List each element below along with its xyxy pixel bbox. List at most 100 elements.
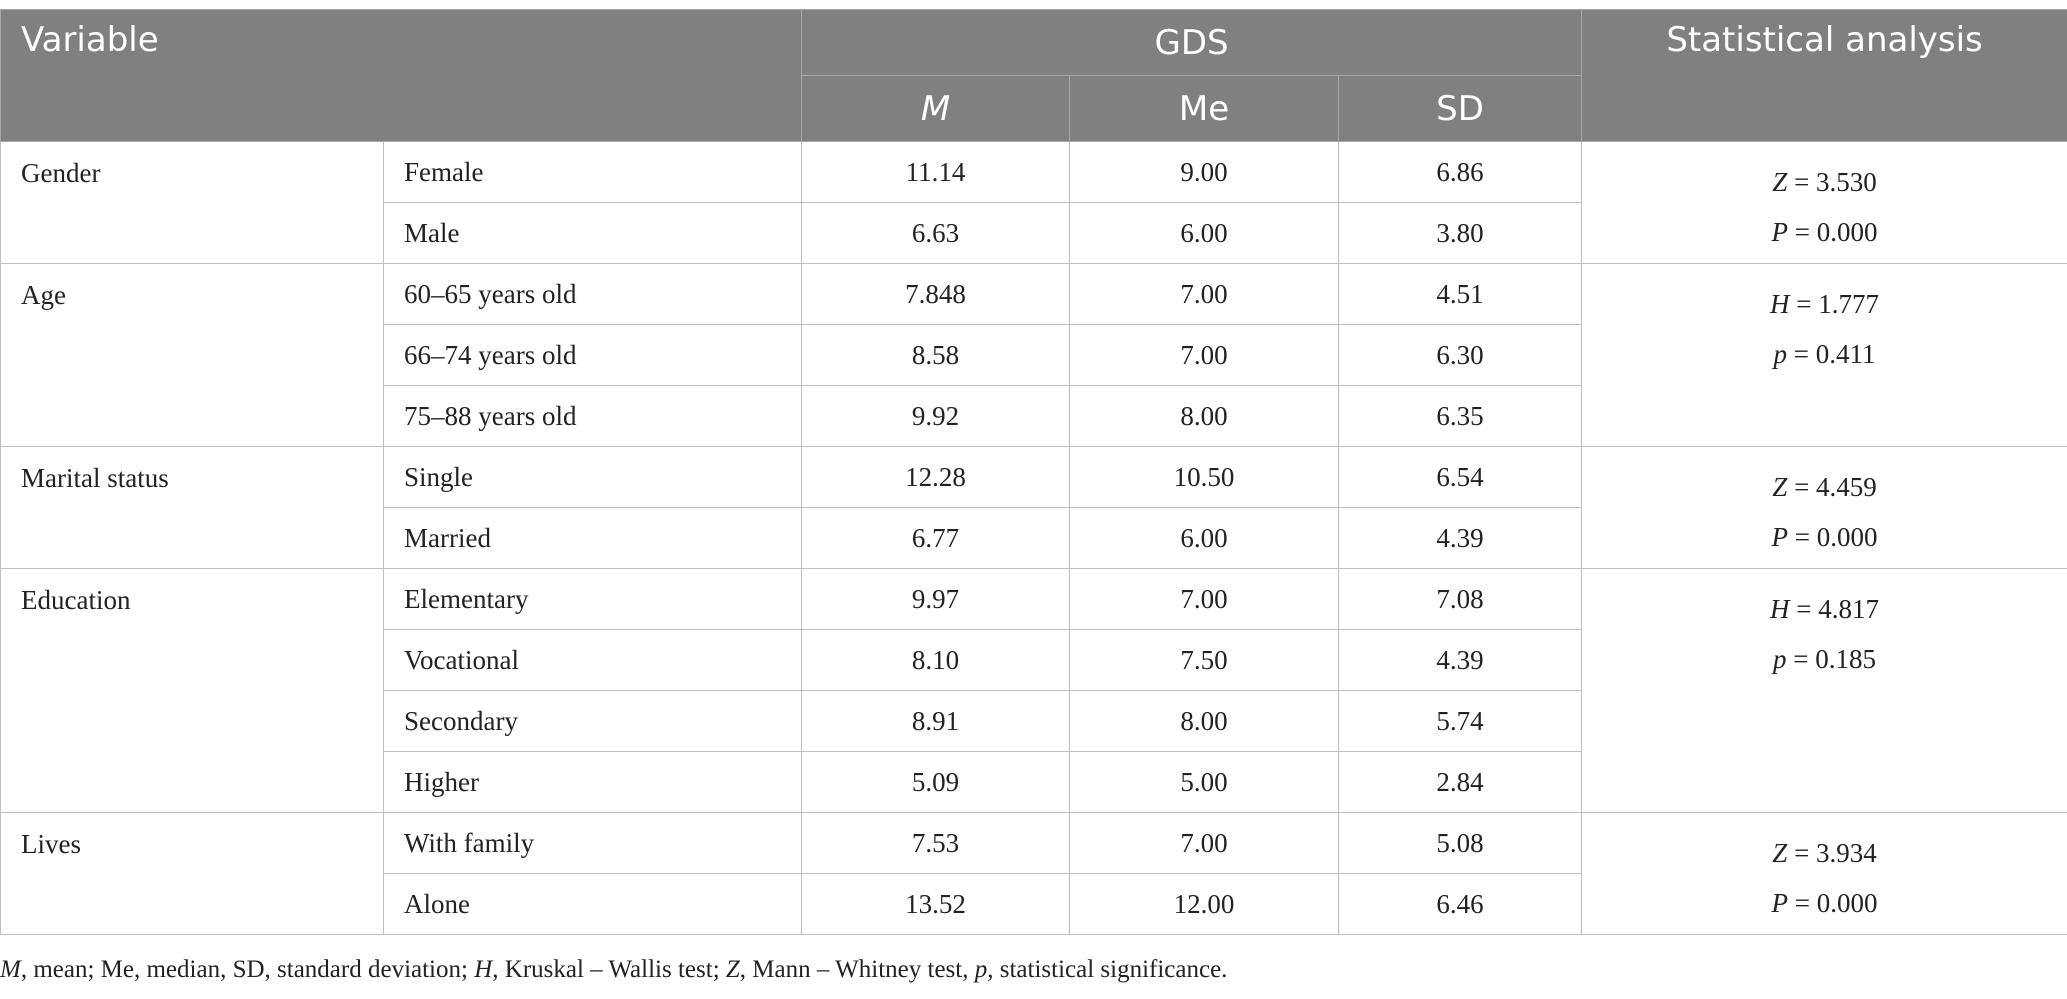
table-row: Married 6.77 6.00 4.39	[1, 507, 2067, 569]
category-cell: Female	[382, 141, 803, 203]
median-cell: 8.00	[1069, 385, 1340, 447]
stat-value: = 4.817	[1789, 594, 1880, 624]
header-gds: GDS	[801, 9, 1583, 76]
median-cell: 6.00	[1069, 202, 1340, 264]
median-cell: 7.00	[1069, 263, 1340, 325]
statistical-analysis-cell: H = 1.777 p = 0.411	[1581, 263, 2067, 447]
stat-line: P = 0.000	[1602, 207, 2047, 257]
footnote-part: M	[0, 956, 21, 983]
stat-symbol: Z	[1772, 167, 1788, 197]
stat-symbol: Z	[1772, 838, 1788, 868]
sd-cell: 6.30	[1338, 324, 1583, 386]
category-cell: Secondary	[382, 690, 803, 752]
variable-cell: Education	[0, 568, 384, 813]
stat-value: = 0.185	[1786, 644, 1877, 674]
sd-cell: 5.08	[1338, 812, 1583, 874]
table-row: Alone 13.52 12.00 6.46	[1, 873, 2067, 935]
stat-value: = 0.000	[1788, 888, 1878, 918]
table-row: Higher 5.09 5.00 2.84	[1, 751, 2067, 813]
statistical-analysis-cell: Z = 4.459 P = 0.000	[1581, 446, 2067, 569]
category-cell: Single	[382, 446, 803, 508]
mean-cell: 5.09	[801, 751, 1071, 813]
mean-cell: 9.97	[801, 568, 1071, 630]
median-cell: 7.00	[1069, 324, 1340, 386]
header-sd: SD	[1338, 75, 1583, 142]
mean-cell: 13.52	[801, 873, 1071, 935]
header-median: Me	[1069, 75, 1340, 142]
stat-line: Z = 4.459	[1602, 462, 2047, 512]
footnote-part: H	[474, 956, 493, 983]
header-mean: M	[801, 75, 1071, 142]
stat-symbol: p	[1773, 339, 1788, 369]
header-variable: Variable	[0, 9, 803, 142]
median-cell: 10.50	[1069, 446, 1340, 508]
table-container: Variable GDS Statistical analysis M Me S…	[0, 9, 2067, 935]
median-cell: 7.50	[1069, 629, 1340, 691]
median-cell: 8.00	[1069, 690, 1340, 752]
stat-line: P = 0.000	[1602, 878, 2047, 928]
footnote-part: p	[974, 956, 988, 983]
table-row: Lives With family 7.53 7.00 5.08 Z = 3.934 P =…	[0, 812, 2067, 935]
mean-cell: 11.14	[801, 141, 1071, 203]
stat-symbol: P	[1771, 217, 1789, 247]
mean-cell: 8.91	[801, 690, 1071, 752]
sd-cell: 6.35	[1338, 385, 1583, 447]
stat-symbol: P	[1771, 888, 1789, 918]
table-row: Secondary 8.91 8.00 5.74	[1, 690, 2067, 752]
stat-line: H = 1.777	[1602, 279, 2047, 329]
category-cell: Alone	[382, 873, 803, 935]
footnote-part: , statistical significance.	[987, 956, 1228, 983]
stat-line: P = 0.000	[1602, 512, 2047, 562]
sd-cell: 5.74	[1338, 690, 1583, 752]
stat-value: = 4.459	[1787, 472, 1877, 502]
mean-cell: 7.848	[801, 263, 1071, 325]
category-cell: 60–65 years old	[382, 263, 803, 325]
category-cell: 75–88 years old	[382, 385, 803, 447]
gds-table: Variable GDS Statistical analysis M Me S…	[0, 9, 2067, 935]
stat-value: = 0.411	[1787, 339, 1876, 369]
category-cell: Vocational	[382, 629, 803, 691]
median-cell: 12.00	[1069, 873, 1340, 935]
table-header: Variable GDS Statistical analysis M Me S…	[0, 9, 2067, 142]
sd-cell: 3.80	[1338, 202, 1583, 264]
table-row: Marital status Single 12.28 10.50 6.54 Z = 4.…	[0, 446, 2067, 569]
median-cell: 7.00	[1069, 812, 1340, 874]
sd-cell: 6.86	[1338, 141, 1583, 203]
category-cell: Elementary	[382, 568, 803, 630]
category-cell: Male	[382, 202, 803, 264]
header-statistical-analysis: Statistical analysis	[1581, 9, 2067, 142]
stat-line: Z = 3.934	[1602, 828, 2047, 878]
median-cell: 6.00	[1069, 507, 1340, 569]
stat-line: p = 0.411	[1602, 329, 2047, 379]
table-row: Vocational 8.10 7.50 4.39	[1, 629, 2067, 691]
mean-cell: 8.58	[801, 324, 1071, 386]
statistical-analysis-cell: H = 4.817 p = 0.185	[1581, 568, 2067, 813]
table-footnote: M, mean; Me, median, SD, standard deviat…	[0, 956, 1227, 984]
mean-cell: 9.92	[801, 385, 1071, 447]
stat-symbol: H	[1770, 289, 1790, 319]
sd-cell: 4.39	[1338, 507, 1583, 569]
stat-symbol: Z	[1772, 472, 1788, 502]
stat-symbol: p	[1773, 644, 1787, 674]
category-cell: Married	[382, 507, 803, 569]
stat-value: = 1.777	[1789, 289, 1880, 319]
sd-cell: 6.54	[1338, 446, 1583, 508]
table-row: 66–74 years old 8.58 7.00 6.30	[1, 324, 2067, 386]
variable-cell: Age	[0, 263, 384, 447]
stat-line: Z = 3.530	[1602, 157, 2047, 207]
stat-value: = 3.530	[1787, 167, 1877, 197]
sd-cell: 7.08	[1338, 568, 1583, 630]
mean-cell: 6.77	[801, 507, 1071, 569]
sd-cell: 2.84	[1338, 751, 1583, 813]
stat-line: p = 0.185	[1602, 634, 2047, 684]
statistical-analysis-cell: Z = 3.934 P = 0.000	[1581, 812, 2067, 935]
mean-cell: 6.63	[801, 202, 1071, 264]
variable-cell: Lives	[0, 812, 384, 935]
statistical-analysis-cell: Z = 3.530 P = 0.000	[1581, 141, 2067, 264]
mean-cell: 12.28	[801, 446, 1071, 508]
stat-value: = 3.934	[1787, 838, 1877, 868]
stat-symbol: P	[1771, 522, 1789, 552]
table-body: Gender Female 11.14 9.00 6.86 Z = 3.530 P = 0.…	[0, 141, 2067, 935]
sd-cell: 4.51	[1338, 263, 1583, 325]
footnote-part: Z	[725, 956, 740, 983]
